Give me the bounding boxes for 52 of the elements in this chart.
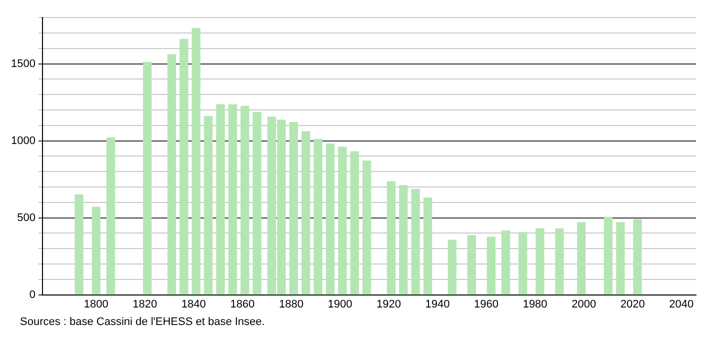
bar — [411, 188, 420, 295]
bar — [577, 222, 586, 295]
x-tick-label: 2000 — [572, 298, 596, 310]
bar — [399, 185, 408, 295]
bar — [106, 137, 116, 295]
bar — [423, 197, 432, 295]
y-tick-label: 500 — [17, 212, 36, 224]
bar — [386, 181, 396, 295]
bar — [143, 62, 152, 295]
x-tick-label: 1900 — [328, 298, 352, 310]
bar — [616, 222, 625, 295]
source-note: Sources : base Cassini de l'EHESS et base Insee. — [20, 316, 266, 328]
bar — [240, 106, 250, 295]
bar — [302, 131, 310, 295]
y-tick-label: 0 — [29, 288, 36, 301]
y-tick-label: 1000 — [10, 134, 36, 147]
bar — [501, 230, 510, 295]
x-tick-label: 1800 — [84, 298, 108, 310]
bar — [216, 104, 225, 295]
x-tick-label: 1940 — [425, 298, 450, 310]
x-tick-label: 2040 — [669, 298, 694, 310]
bar — [252, 112, 262, 295]
bar — [486, 236, 496, 295]
bar — [314, 138, 322, 295]
bar — [289, 122, 298, 295]
bar — [92, 206, 100, 295]
bar — [362, 160, 372, 295]
x-tick-label: 1820 — [132, 298, 158, 310]
bar — [467, 235, 476, 295]
bar — [167, 54, 176, 295]
bar — [536, 228, 544, 295]
bar — [633, 219, 642, 295]
bar — [350, 151, 359, 295]
bar — [180, 38, 188, 295]
bar — [448, 240, 456, 295]
bar — [204, 116, 213, 295]
bar — [74, 194, 84, 295]
bar — [518, 232, 528, 295]
bar — [338, 146, 347, 295]
bar — [228, 104, 238, 295]
x-tick-label: 2020 — [620, 298, 645, 310]
bar — [192, 28, 200, 295]
bar — [555, 228, 564, 295]
x-tick-label: 1960 — [474, 298, 499, 310]
bar — [604, 216, 613, 295]
x-tick-label: 1840 — [181, 298, 206, 310]
x-tick-label: 1920 — [376, 298, 401, 310]
x-tick-label: 1980 — [522, 298, 548, 310]
x-tick-label: 1880 — [278, 298, 304, 310]
y-tick-label: 1500 — [10, 58, 36, 70]
bar — [326, 144, 335, 295]
x-tick-label: 1860 — [230, 298, 255, 310]
